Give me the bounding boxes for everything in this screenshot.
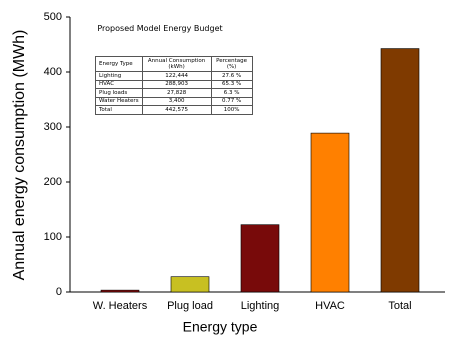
table-cell: Percentage (%) (210, 56, 253, 72)
table-cell: Total (95, 105, 143, 115)
y-tick-label: 0 (56, 286, 62, 298)
table-cell: 6.3 % (210, 88, 253, 98)
table-row: Lighting 122,444 27.6 % (95, 71, 253, 81)
table-cell: Lighting (95, 71, 143, 81)
table-cell: HVAC (95, 79, 143, 89)
y-tick-label: 400 (44, 66, 62, 78)
y-tick-label: 500 (44, 11, 62, 23)
x-tick-label: HVAC (315, 300, 345, 312)
y-axis-label: Annual energy consumption (MWh) (11, 30, 28, 281)
table-cell: 288,903 (141, 79, 212, 89)
bar (100, 289, 140, 293)
y-tick-label: 200 (44, 176, 62, 188)
table-cell: Plug loads (95, 88, 143, 98)
table: Energy Type Annual Consumption (kWh) Perce… (95, 56, 253, 115)
table-cell: 442,575 (141, 105, 212, 115)
bar (170, 276, 210, 293)
table-row: Energy Type Annual Consumption (kWh) Perce… (95, 56, 253, 72)
table-cell: Energy Type (95, 56, 143, 72)
table-cell: 3,400 (141, 96, 212, 106)
x-tick-label: Total (388, 300, 411, 312)
table-cell: 27,828 (141, 88, 212, 98)
table-cell: 0.77 % (210, 96, 253, 106)
bar (240, 224, 280, 293)
table-cell: 65.3 % (210, 79, 253, 89)
table-title: Proposed Model Energy Budget (97, 24, 223, 33)
table-cell: Water Heaters (95, 96, 143, 106)
table-row: Total 442,575 100% (95, 105, 253, 115)
x-tick-label: W. Heaters (93, 300, 148, 312)
table-row: HVAC 288,903 65.3 % (95, 79, 253, 89)
table-cell: 27.6 % (210, 71, 253, 81)
table-row: Plug loads 27,828 6.3 % (95, 88, 253, 98)
bar (380, 48, 420, 293)
table-cell: 122,444 (141, 71, 212, 81)
y-tick-label: 300 (44, 121, 62, 133)
table-cell: 100% (210, 105, 253, 115)
x-tick-label: Lighting (241, 300, 280, 312)
table-row: Water Heaters 3,400 0.77 % (95, 96, 253, 106)
table-cell: Annual Consumption (kWh) (141, 56, 212, 72)
x-axis-label: Energy type (183, 319, 258, 335)
bar (310, 132, 350, 293)
x-tick-label: Plug load (167, 300, 213, 312)
y-tick-label: 100 (44, 231, 62, 243)
